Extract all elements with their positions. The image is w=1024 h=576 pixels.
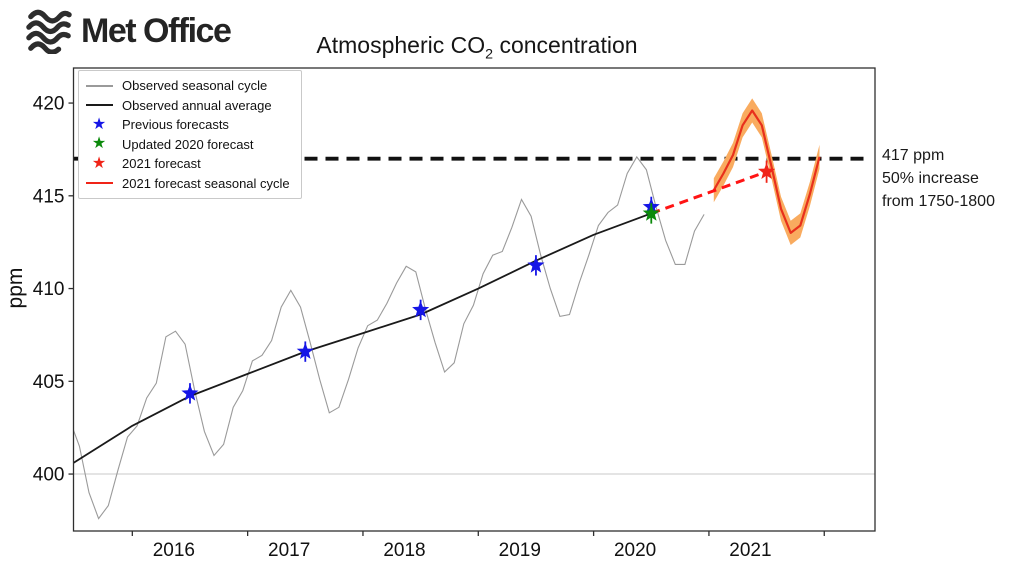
updated-2020-forecast-markers: [642, 203, 660, 224]
legend-item: Observed annual average: [84, 96, 295, 116]
2021-forecast-trajectory-dashed-line: [650, 170, 768, 215]
title-suffix: concentration: [493, 32, 638, 58]
legend-star-icon: ★: [91, 135, 107, 153]
observed-annual-average-line: [73, 212, 652, 464]
2021-forecast-markers: [758, 160, 776, 183]
x-tick-label: 2021: [729, 540, 771, 561]
legend-line-icon: [84, 182, 114, 185]
legend-item-label: Updated 2020 forecast: [122, 136, 254, 152]
y-tick-label: 400: [33, 465, 65, 486]
legend-item-label: Observed seasonal cycle: [122, 78, 268, 94]
annotation-line-2: 50% increase: [882, 170, 979, 187]
previous-forecasts-star-marker: [527, 256, 545, 273]
previous-forecasts-star-marker: [412, 300, 430, 318]
logo-text: Met Office: [81, 11, 232, 50]
annotation-line-3: from 1750-1800: [882, 193, 995, 210]
x-tick-label: 2016: [153, 540, 195, 561]
y-tick-label: 405: [33, 372, 65, 393]
legend-star-icon: ★: [91, 154, 107, 172]
legend-star-icon: ★: [91, 115, 107, 133]
legend-item: Observed seasonal cycle: [84, 76, 295, 96]
title-prefix: Atmospheric CO: [316, 32, 486, 58]
legend-item: ★ Previous forecasts: [84, 115, 295, 135]
legend-line-icon: [84, 84, 114, 87]
x-tick-label: 2017: [268, 540, 310, 561]
2021-forecast-star-marker: [758, 162, 776, 179]
chart-title: Atmospheric CO2 concentration: [287, 32, 667, 63]
legend-item-label: Observed annual average: [122, 97, 272, 113]
threshold-annotation: 417 ppm 50% increase from 1750-1800: [882, 144, 995, 213]
legend-item-label: Previous forecasts: [122, 117, 229, 133]
legend: Observed seasonal cycle Observed annual a…: [78, 70, 302, 199]
2021-forecast-seasonal-cycle-line: [712, 109, 821, 234]
y-tick-label: 420: [33, 94, 65, 115]
updated-2020-forecast-star-marker: [642, 204, 660, 221]
met-office-logo: Met Office: [24, 8, 232, 54]
legend-item: 2021 forecast seasonal cycle: [84, 174, 295, 194]
previous-forecasts-star-marker: [181, 384, 199, 401]
annotation-line-1: 417 ppm: [882, 147, 945, 164]
x-tick-label: 2019: [499, 540, 541, 561]
met-office-wave-icon: [26, 9, 72, 54]
y-tick-label: 415: [33, 186, 65, 207]
x-tick-label: 2020: [614, 540, 656, 561]
title-subscript: 2: [485, 46, 494, 63]
legend-item: ★ 2021 forecast: [84, 154, 295, 174]
legend-item: ★ Updated 2020 forecast: [84, 135, 295, 155]
legend-item-label: 2021 forecast seasonal cycle: [122, 175, 290, 191]
y-tick-label: 410: [33, 279, 65, 300]
previous-forecasts-star-marker: [296, 342, 314, 359]
legend-line-icon: [84, 104, 114, 107]
legend-item-label: 2021 forecast: [122, 156, 201, 172]
observed-seasonal-cycle-line: [73, 155, 705, 520]
x-tick-label: 2018: [383, 540, 425, 561]
plot-frame: [72, 67, 876, 532]
